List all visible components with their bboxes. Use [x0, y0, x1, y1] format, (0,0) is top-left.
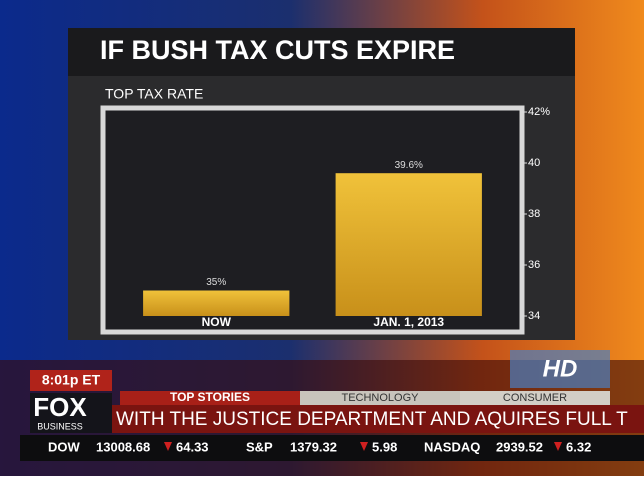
y-tick-label: 38 — [528, 208, 540, 220]
crawl-bg — [112, 405, 644, 433]
time: 8:01p ET — [42, 372, 101, 388]
stock-name: DOW — [48, 439, 81, 454]
tab-bg — [460, 391, 610, 405]
logo: FOX — [33, 392, 87, 422]
logo-box — [30, 393, 112, 433]
y-tick-label: 40 — [528, 157, 540, 169]
stock-name: NASDAQ — [424, 439, 480, 454]
stock-change: 5.98 — [372, 439, 397, 454]
y-tick-label: 36 — [528, 259, 540, 271]
bar — [335, 173, 482, 316]
down-arrow — [360, 442, 368, 451]
chart-subtitle: TOP TAX RATE — [105, 86, 203, 102]
value-label: 39.6% — [395, 160, 423, 171]
y-tick-label: 34 — [528, 310, 540, 322]
logo-sub: BUSINESS — [37, 421, 83, 431]
tab-bg — [300, 391, 460, 405]
hd-badge — [510, 350, 610, 388]
x-tick-label: JAN. 1, 2013 — [373, 315, 444, 329]
stocks-bg — [20, 435, 644, 461]
tab-bg — [120, 391, 300, 405]
stock-change: 64.33 — [176, 439, 209, 454]
tab[interactable]: TECHNOLOGY — [341, 392, 419, 404]
bar — [143, 290, 290, 316]
stock-value: 13008.68 — [96, 439, 150, 454]
down-arrow — [164, 442, 172, 451]
crawl: WITH THE JUSTICE DEPARTMENT AND AQUIRES … — [116, 409, 628, 430]
stock-value: 1379.32 — [290, 439, 337, 454]
value-label: 35% — [206, 277, 226, 288]
tab[interactable]: CONSUMER — [503, 392, 567, 404]
stock-change: 6.32 — [566, 439, 591, 454]
down-arrow — [554, 442, 562, 451]
hd-text: HD — [543, 355, 578, 382]
tab[interactable]: TOP STORIES — [170, 390, 250, 404]
y-tick-label: 42% — [528, 106, 550, 118]
title-strip — [68, 28, 575, 76]
stock-name: S&P — [246, 439, 273, 454]
time-box — [30, 370, 112, 391]
x-tick-label: NOW — [202, 315, 232, 329]
chart-title: IF BUSH TAX CUTS EXPIRE — [100, 35, 455, 65]
stock-value: 2939.52 — [496, 439, 543, 454]
